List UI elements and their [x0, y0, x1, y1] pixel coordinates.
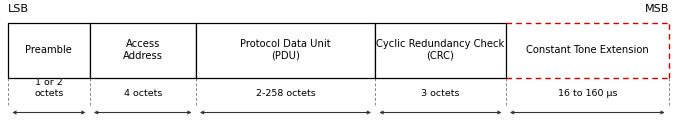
Bar	[196, 22, 375, 78]
Text: Constant Tone Extension: Constant Tone Extension	[526, 45, 649, 55]
Text: Preamble: Preamble	[26, 45, 72, 55]
Text: 1 or 2
octets: 1 or 2 octets	[35, 78, 64, 98]
Text: MSB: MSB	[645, 4, 669, 14]
Text: 3 octets: 3 octets	[421, 88, 460, 98]
Text: Protocol Data Unit
(PDU): Protocol Data Unit (PDU)	[240, 39, 331, 61]
Text: Access
Address: Access Address	[123, 39, 162, 61]
Text: 16 to 160 μs: 16 to 160 μs	[558, 88, 617, 98]
Bar	[375, 22, 506, 78]
Bar	[89, 22, 196, 78]
Bar	[8, 22, 89, 78]
Text: LSB: LSB	[8, 4, 29, 14]
Text: 4 octets: 4 octets	[123, 88, 162, 98]
Text: 2-258 octets: 2-258 octets	[256, 88, 315, 98]
Text: Cyclic Redundancy Check
(CRC): Cyclic Redundancy Check (CRC)	[376, 39, 504, 61]
